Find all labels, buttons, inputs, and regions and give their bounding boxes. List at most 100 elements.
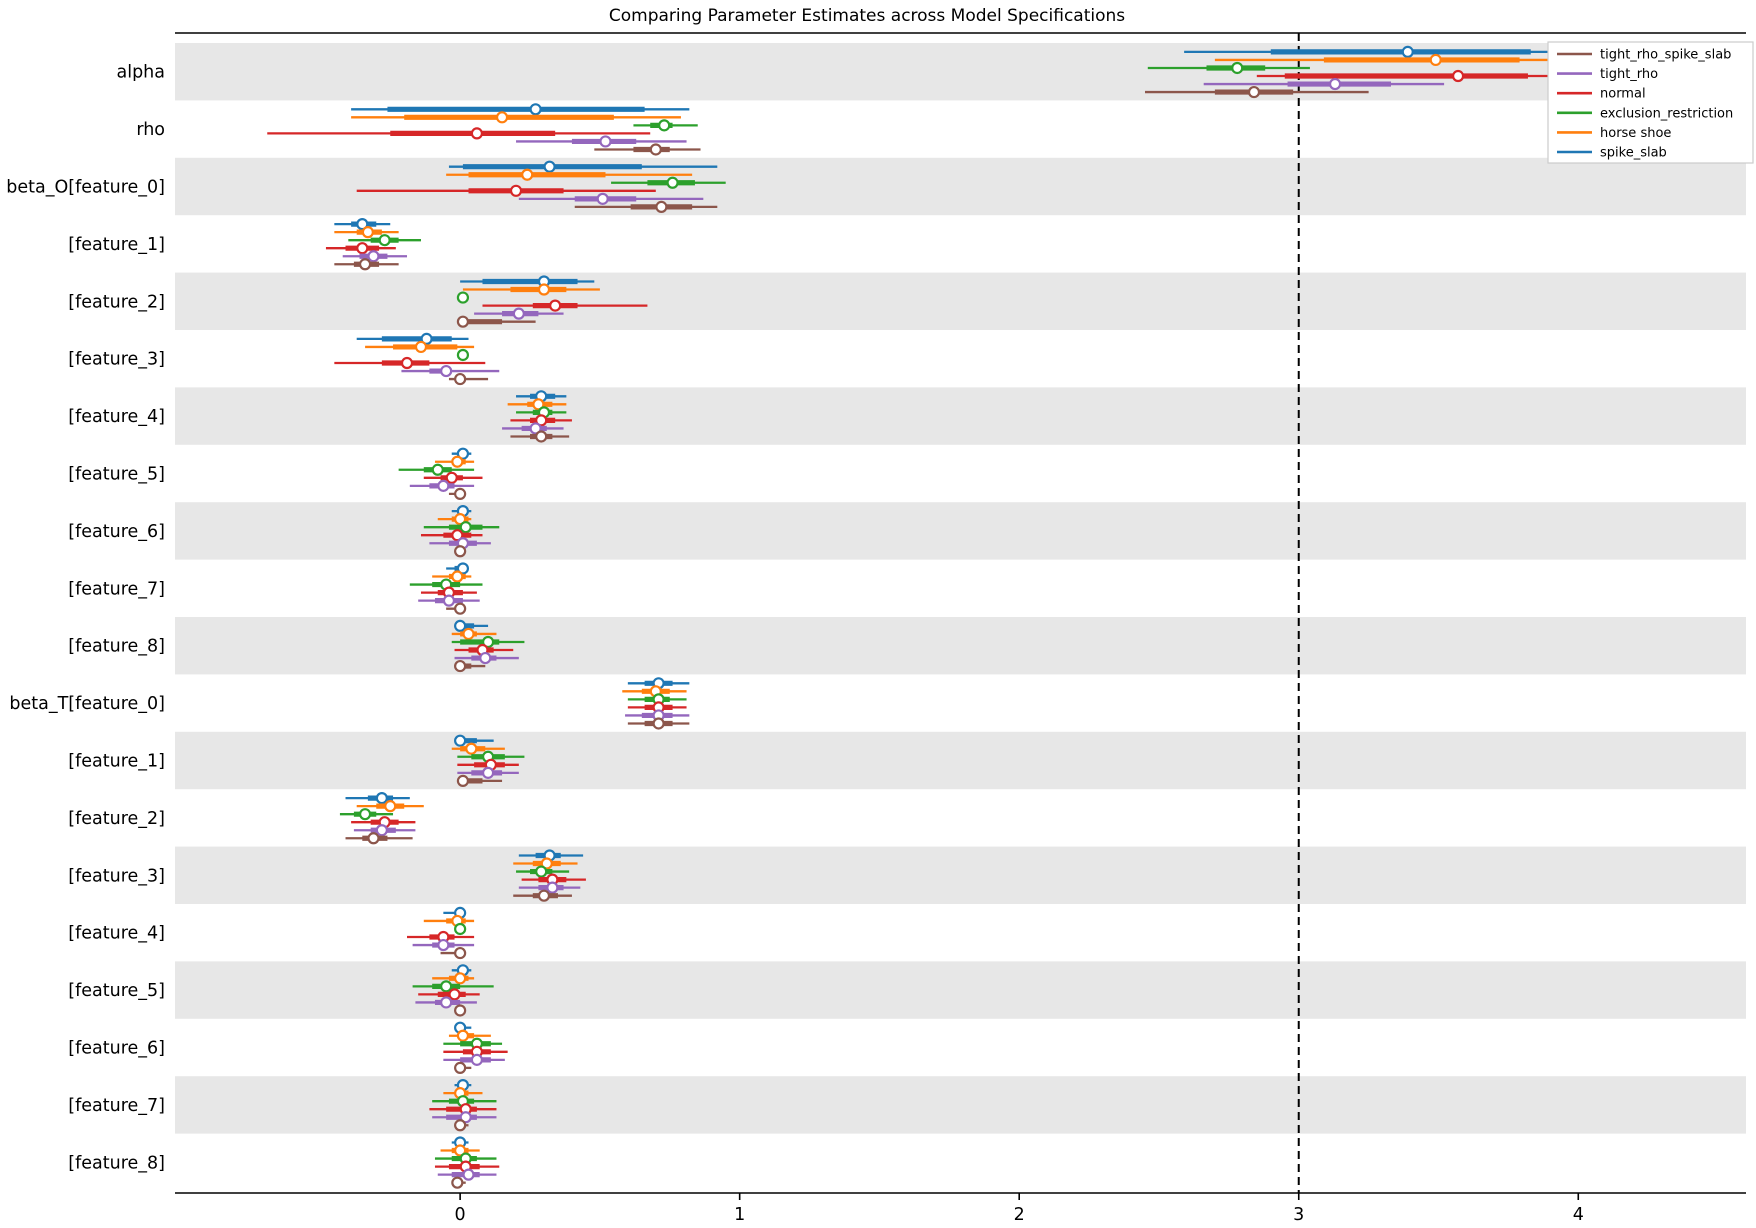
x-tick-label: 2 xyxy=(1014,1205,1025,1225)
point-estimate-marker xyxy=(454,1004,467,1017)
y-axis-label: beta_O[feature_0] xyxy=(6,178,165,198)
point-estimate-marker xyxy=(479,651,492,665)
row-band xyxy=(175,961,1746,1019)
point-estimate-marker xyxy=(456,291,470,304)
point-estimate-marker xyxy=(414,340,428,354)
point-estimate-marker xyxy=(512,307,525,320)
point-estimate-marker xyxy=(540,857,553,870)
point-estimate-marker xyxy=(599,135,612,148)
point-estimate-marker xyxy=(454,972,467,985)
y-axis-label: [feature_8] xyxy=(68,637,165,657)
point-estimate-marker xyxy=(543,160,556,173)
point-estimate-marker xyxy=(454,619,467,632)
point-estimate-marker xyxy=(495,111,509,124)
point-estimate-marker xyxy=(535,414,548,427)
y-axis-label: rho xyxy=(136,120,165,140)
point-estimate-marker xyxy=(652,717,665,730)
row-band xyxy=(175,272,1746,330)
point-estimate-marker xyxy=(454,602,467,615)
point-estimate-marker xyxy=(440,980,453,993)
point-estimate-marker xyxy=(440,364,453,378)
point-estimate-marker xyxy=(361,226,374,239)
y-axis-label: [feature_2] xyxy=(68,292,165,312)
point-estimate-marker xyxy=(532,398,545,411)
point-estimate-marker xyxy=(456,1029,470,1042)
point-estimate-marker xyxy=(481,635,495,649)
point-estimate-marker xyxy=(1451,69,1465,83)
point-estimate-marker xyxy=(358,258,372,271)
point-estimate-marker xyxy=(437,938,450,952)
x-tick-label: 1 xyxy=(734,1205,745,1225)
row-band xyxy=(175,387,1746,445)
point-estimate-marker xyxy=(649,143,662,156)
point-estimate-marker xyxy=(658,119,671,132)
point-estimate-marker xyxy=(451,455,464,468)
y-axis-label: [feature_1] xyxy=(68,235,165,255)
point-estimate-marker xyxy=(451,529,464,542)
point-estimate-marker xyxy=(454,922,467,936)
y-axis-label: [feature_1] xyxy=(68,752,165,772)
point-estimate-marker xyxy=(454,1119,467,1132)
y-axis-label: [feature_4] xyxy=(68,924,165,944)
chart-title: Comparing Parameter Estimates across Mod… xyxy=(608,6,1126,26)
legend-box xyxy=(1547,41,1754,164)
point-estimate-marker xyxy=(655,200,668,213)
point-estimate-marker xyxy=(451,1176,464,1189)
y-axis-label: [feature_6] xyxy=(68,1039,165,1059)
y-axis-label: alpha xyxy=(116,63,165,83)
point-estimate-marker xyxy=(445,471,458,484)
point-estimate-marker xyxy=(535,865,548,878)
legend-item-label: spike_slab xyxy=(1600,146,1667,161)
point-estimate-marker xyxy=(1231,61,1244,75)
point-estimate-marker xyxy=(400,356,414,370)
point-estimate-marker xyxy=(454,1061,467,1074)
y-axis-label: [feature_3] xyxy=(68,866,165,886)
point-estimate-marker xyxy=(537,283,551,296)
row-band xyxy=(175,731,1746,790)
point-estimate-marker xyxy=(529,422,542,435)
point-estimate-marker xyxy=(1247,85,1261,99)
y-axis-label: [feature_7] xyxy=(68,579,165,599)
y-axis-label: [feature_5] xyxy=(68,981,165,1001)
point-estimate-marker xyxy=(448,988,461,1001)
point-estimate-marker xyxy=(454,372,467,386)
y-axis-label: [feature_8] xyxy=(68,1153,165,1173)
point-estimate-marker xyxy=(459,521,472,534)
legend-item-label: tight_rho xyxy=(1600,67,1658,82)
y-axis-label: [feature_4] xyxy=(68,407,165,427)
point-estimate-marker xyxy=(462,1168,475,1181)
point-estimate-marker xyxy=(462,627,475,641)
row-band xyxy=(175,157,1746,216)
point-estimate-marker xyxy=(375,824,388,837)
point-estimate-marker xyxy=(470,1053,484,1066)
point-estimate-marker xyxy=(358,808,372,821)
x-tick-label: 0 xyxy=(455,1205,466,1225)
point-estimate-marker xyxy=(465,742,478,755)
y-axis-label: [feature_6] xyxy=(68,522,165,542)
legend-item-label: exclusion_restriction xyxy=(1600,106,1733,121)
point-estimate-marker xyxy=(356,242,369,255)
x-tick-label: 4 xyxy=(1573,1205,1584,1225)
point-estimate-marker xyxy=(456,348,470,362)
point-estimate-marker xyxy=(442,594,456,607)
point-estimate-marker xyxy=(437,479,450,492)
point-estimate-marker xyxy=(509,184,523,197)
point-estimate-marker xyxy=(549,299,562,312)
legend-item-label: tight_rho_spike_slab xyxy=(1600,48,1731,63)
point-estimate-marker xyxy=(1429,53,1442,67)
point-estimate-marker xyxy=(537,889,551,902)
row-band xyxy=(175,502,1746,560)
legend-item-label: normal xyxy=(1600,87,1646,102)
point-estimate-marker xyxy=(456,447,470,460)
point-estimate-marker xyxy=(384,800,397,813)
point-estimate-marker xyxy=(529,103,542,116)
point-estimate-marker xyxy=(481,766,495,779)
point-estimate-marker xyxy=(535,430,548,443)
y-axis-label: [feature_2] xyxy=(68,809,165,829)
point-estimate-marker xyxy=(546,881,559,894)
point-estimate-marker xyxy=(420,332,433,345)
x-tick-label: 3 xyxy=(1293,1205,1304,1225)
point-estimate-marker xyxy=(454,1144,467,1157)
